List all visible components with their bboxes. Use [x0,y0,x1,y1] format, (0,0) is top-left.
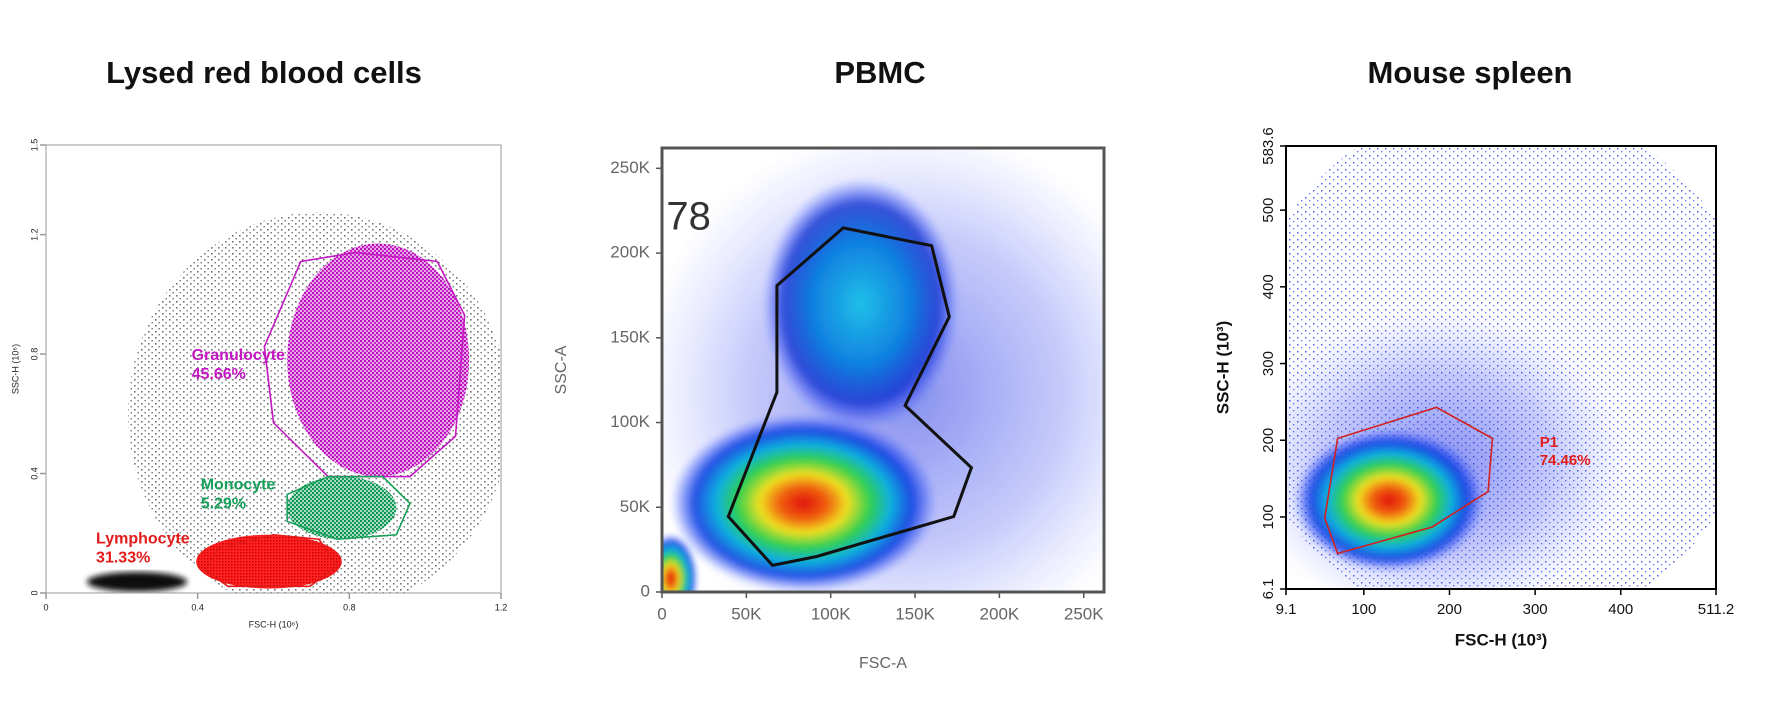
gate-name: Lymphocyte [96,530,190,547]
y-tick-label: 100 [1260,504,1277,529]
x-tick-label: 0 [657,604,666,623]
x-axis-label: FSC-A [859,655,907,672]
gate [204,533,339,588]
x-tick-label: 250K [1064,604,1104,623]
chart-title: PBMC [834,55,925,90]
gate-percent: 45.66% [192,366,246,383]
density-cloud [287,243,470,477]
x-tick-label: 200K [980,604,1020,623]
gate-count: 78 [666,195,711,239]
y-tick-label: 50K [620,497,651,516]
gate [726,226,974,567]
plot-area [662,148,1104,592]
gate-percent: 31.33% [96,549,150,566]
y-axis-label: SSC-H (10³) [1213,321,1232,415]
y-tick-label: 583.6 [1260,127,1277,165]
plot-frame [660,146,1106,594]
x-tick-label: 9.1 [1276,601,1297,618]
x-tick-label: 200 [1437,601,1462,618]
chart-title: Lysed red blood cells [106,55,422,90]
x-axis-label: FSC-H (10⁶) [249,619,299,629]
y-tick-label: 400 [1260,274,1277,299]
x-tick-label: 1.2 [495,602,508,612]
plot-area [86,212,501,593]
y-tick-label: 300 [1260,351,1277,376]
x-tick-label: 400 [1608,601,1633,618]
x-tick-label: 50K [731,604,762,623]
plot-area [1286,146,1716,589]
density-cloud [763,179,959,428]
y-tick-label: 1.2 [29,228,39,241]
density-cloud [662,534,698,592]
y-tick-label: 0.8 [29,348,39,361]
x-tick-label: 0.4 [191,602,204,612]
x-tick-label: 0.8 [343,602,356,612]
x-axis-label: FSC-H (10³) [1455,630,1548,649]
plot-frame [45,144,502,594]
density-cloud [670,414,937,592]
gate [286,475,411,541]
y-tick-label: 250K [610,158,650,177]
y-tick-label: 150K [610,327,650,346]
density-cloud [196,534,342,589]
y-tick-label: 6.1 [1260,579,1277,600]
chart-title: Mouse spleen [1368,55,1573,90]
x-tick-label: 300 [1523,601,1548,618]
y-tick-label: 200 [1260,428,1277,453]
panel: PBMC 0 50K 100K 150K 200K 250K 0 50K 100K 150K 200K… [553,55,1106,672]
y-tick-label: 0 [29,590,39,595]
plot-frame [1285,145,1717,590]
gate-name: Granulocyte [192,347,285,364]
gate-percent: 74.46% [1540,452,1591,469]
y-tick-label: 0 [641,581,650,600]
y-tick-label: 100K [610,412,650,431]
y-tick-label: 500 [1260,198,1277,223]
y-axis-label: SSC-H (10⁶) [10,344,20,394]
density-cloud [287,476,397,540]
gate-name: Monocyte [201,477,276,494]
gate-name: P1 [1540,434,1558,451]
y-tick-label: 1.5 [29,139,39,152]
density-cloud [86,571,188,592]
gate [1323,406,1494,555]
y-axis-label: SSC-A [553,345,570,394]
panel: Mouse spleen 9.1 100 200 300 400 511.2 6.1 100 20… [1213,55,1734,649]
x-tick-label: 100K [811,604,851,623]
y-tick-label: 0.4 [29,467,39,480]
x-tick-label: 150K [895,604,935,623]
x-tick-label: 100 [1351,601,1376,618]
panel: Lysed red blood cells 0 0.4 0.8 1.2 0 0.4 0.8 1.… [10,55,508,629]
x-tick-label: 0 [43,602,48,612]
y-tick-label: 200K [610,243,650,262]
density-cloud [1294,429,1484,572]
gate-percent: 5.29% [201,496,246,513]
x-tick-label: 511.2 [1698,601,1734,618]
gate [263,251,466,478]
